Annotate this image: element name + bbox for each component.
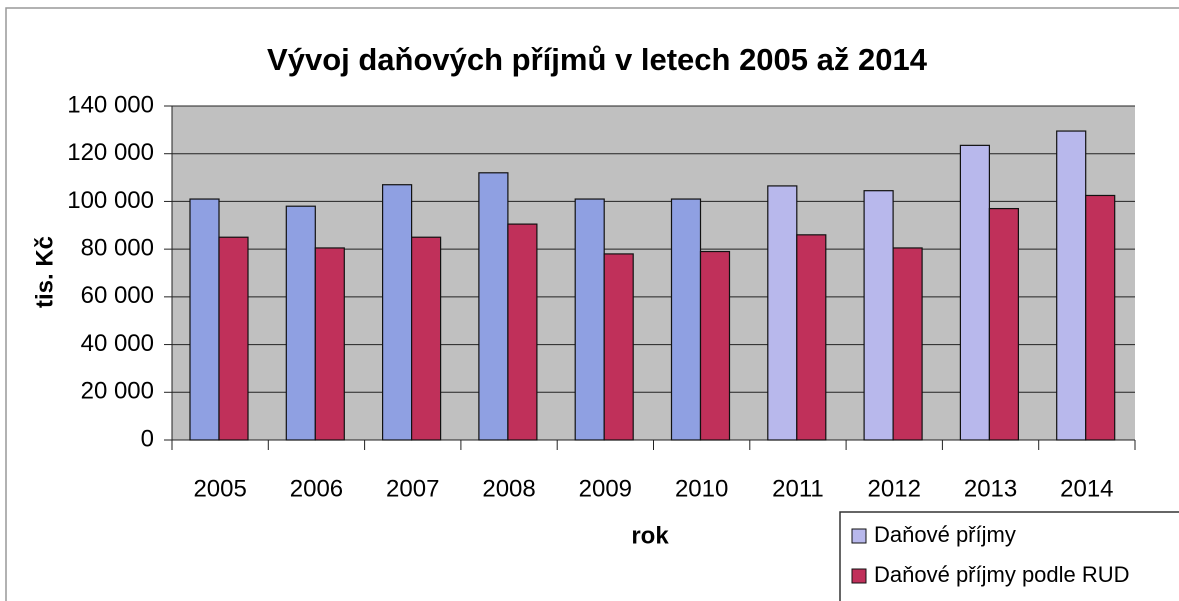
x-tick-label: 2007 <box>386 475 439 502</box>
bar <box>670 198 702 441</box>
legend-swatch <box>851 568 867 584</box>
bar <box>285 205 316 441</box>
legend-box <box>839 511 1179 601</box>
y-tick-label: 60 000 <box>81 282 154 309</box>
bar <box>603 253 634 441</box>
y-tick-label: 120 000 <box>67 139 154 166</box>
x-tick-label: 2013 <box>964 475 1017 502</box>
x-tick-label: 2009 <box>579 475 632 502</box>
x-tick-label: 2005 <box>193 475 246 502</box>
legend-swatch <box>851 528 867 544</box>
y-tick-label: 0 <box>141 425 154 452</box>
y-tick-label: 40 000 <box>81 330 154 357</box>
legend-label: Daňové příjmy <box>874 522 1016 547</box>
chart-title: Vývoj daňových příjmů v letech 2005 až 2… <box>267 42 928 77</box>
bar <box>382 184 413 441</box>
x-tick-label: 2010 <box>675 475 728 502</box>
bar <box>892 247 923 441</box>
bar <box>478 172 509 441</box>
bar <box>959 144 991 441</box>
x-tick-label: 2014 <box>1060 475 1113 502</box>
x-axis-label: rok <box>631 522 669 549</box>
x-tick-label: 2012 <box>868 475 921 502</box>
bar <box>574 198 605 441</box>
y-tick-label: 80 000 <box>81 234 154 261</box>
bar <box>218 236 249 441</box>
bar <box>411 236 442 441</box>
bar <box>699 250 731 441</box>
y-tick-label: 140 000 <box>67 91 154 118</box>
bar <box>988 207 1020 441</box>
bar <box>863 190 894 441</box>
bar <box>507 223 538 441</box>
x-tick-label: 2008 <box>482 475 535 502</box>
y-tick-label: 100 000 <box>67 187 154 214</box>
bar <box>1085 194 1116 441</box>
x-tick-label: 2006 <box>290 475 343 502</box>
y-axis-label: tis. Kč <box>31 236 58 308</box>
bar <box>314 247 345 441</box>
bar <box>767 185 798 441</box>
bar <box>796 234 827 441</box>
bar <box>189 198 220 441</box>
x-tick-label: 2011 <box>772 475 824 502</box>
bar <box>1056 130 1087 441</box>
legend-label: Daňové příjmy podle RUD <box>874 562 1130 587</box>
y-tick-label: 20 000 <box>81 378 154 405</box>
